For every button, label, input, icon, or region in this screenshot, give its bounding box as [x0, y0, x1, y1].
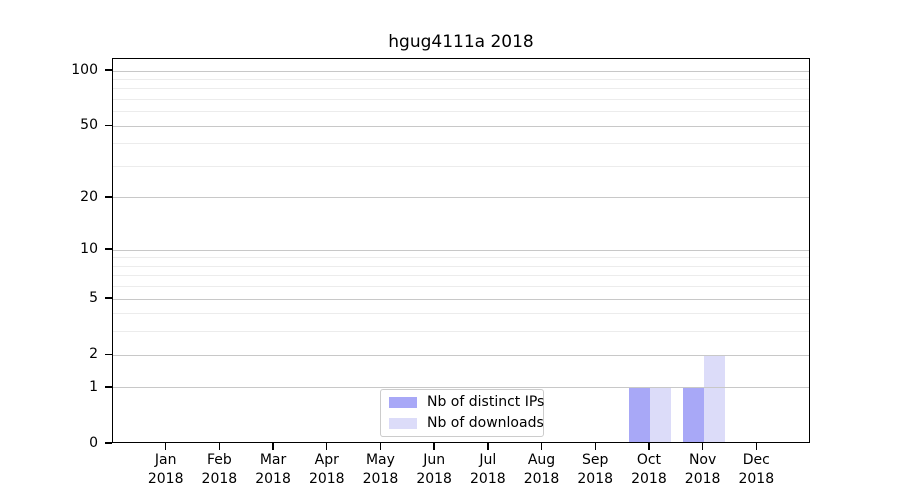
- y-tick-label: 5: [89, 290, 98, 307]
- legend-item-downloads: Nb of downloads: [389, 416, 544, 431]
- y-tick-mark: [105, 386, 112, 388]
- x-tick-mark: [218, 443, 221, 450]
- y-tick-label: 50: [80, 117, 98, 134]
- x-tick-mark: [594, 443, 596, 450]
- x-tick-mark: [433, 443, 435, 450]
- y-tick-label: 1: [89, 378, 98, 395]
- x-tick-label: Dec 2018: [738, 452, 775, 487]
- major-gridline: [113, 125, 809, 127]
- x-tick-label: May 2018: [362, 452, 399, 487]
- x-tick-label: Nov 2018: [684, 452, 721, 487]
- bar-distinct-ips: [682, 387, 704, 443]
- x-tick-label: Mar 2018: [255, 452, 291, 487]
- x-tick-label: Jan 2018: [147, 452, 184, 487]
- y-tick-mark: [105, 124, 112, 126]
- x-tick-mark: [164, 443, 167, 450]
- minor-gridline: [113, 265, 809, 267]
- y-tick-label: 2: [89, 346, 98, 363]
- major-gridline: [113, 298, 809, 300]
- x-tick-mark: [379, 443, 382, 450]
- legend-swatch-distinct-ips-icon: [389, 397, 417, 408]
- minor-gridline: [113, 257, 809, 259]
- x-tick-mark: [326, 443, 328, 450]
- x-tick-mark: [648, 443, 650, 450]
- x-tick-mark: [701, 443, 704, 450]
- y-tick-label: 20: [80, 188, 98, 205]
- legend-label-downloads: Nb of downloads: [427, 415, 544, 431]
- bar-distinct-ips: [628, 387, 650, 443]
- minor-gridline: [113, 313, 809, 315]
- x-tick-label: Oct 2018: [631, 452, 667, 487]
- plot-area: [112, 58, 810, 443]
- minor-gridline: [113, 143, 809, 145]
- y-tick-mark: [105, 353, 112, 355]
- minor-gridline: [113, 78, 809, 80]
- x-tick-mark: [272, 443, 274, 450]
- x-tick-mark: [487, 443, 489, 450]
- bar-downloads: [703, 355, 725, 443]
- major-gridline: [113, 70, 809, 72]
- x-tick-label: Apr 2018: [308, 452, 345, 487]
- minor-gridline: [113, 98, 809, 100]
- legend: Nb of distinct IPs Nb of downloads: [380, 389, 544, 437]
- x-tick-mark: [540, 443, 543, 450]
- minor-gridline: [113, 111, 809, 113]
- minor-gridline: [113, 286, 809, 288]
- x-tick-label: Feb 2018: [201, 452, 238, 487]
- y-tick-mark: [105, 248, 112, 250]
- minor-gridline: [113, 331, 809, 333]
- x-tick-label: Jul 2018: [470, 452, 506, 487]
- y-tick-mark: [105, 69, 112, 71]
- x-tick-label: Aug 2018: [523, 452, 560, 487]
- major-gridline: [113, 354, 809, 356]
- minor-gridline: [113, 275, 809, 277]
- legend-label-distinct-ips: Nb of distinct IPs: [427, 394, 545, 410]
- minor-gridline: [113, 165, 809, 167]
- major-gridline: [113, 197, 809, 199]
- y-tick-mark: [105, 196, 112, 198]
- legend-swatch-downloads-icon: [389, 418, 417, 429]
- bar-downloads: [649, 387, 671, 443]
- x-tick-label: Sep 2018: [577, 452, 614, 487]
- legend-item-distinct-ips: Nb of distinct IPs: [389, 395, 544, 410]
- y-tick-label: 10: [80, 241, 98, 258]
- chart-title: hgug4111a 2018: [388, 32, 534, 52]
- minor-gridline: [113, 88, 809, 90]
- y-tick-mark: [105, 297, 112, 299]
- y-tick-label: 100: [71, 62, 98, 78]
- y-tick-mark: [105, 442, 112, 444]
- major-gridline: [113, 249, 809, 251]
- major-gridline: [113, 387, 809, 389]
- x-tick-mark: [755, 443, 757, 450]
- y-tick-label: 0: [89, 435, 98, 451]
- x-tick-label: Jun 2018: [416, 452, 452, 487]
